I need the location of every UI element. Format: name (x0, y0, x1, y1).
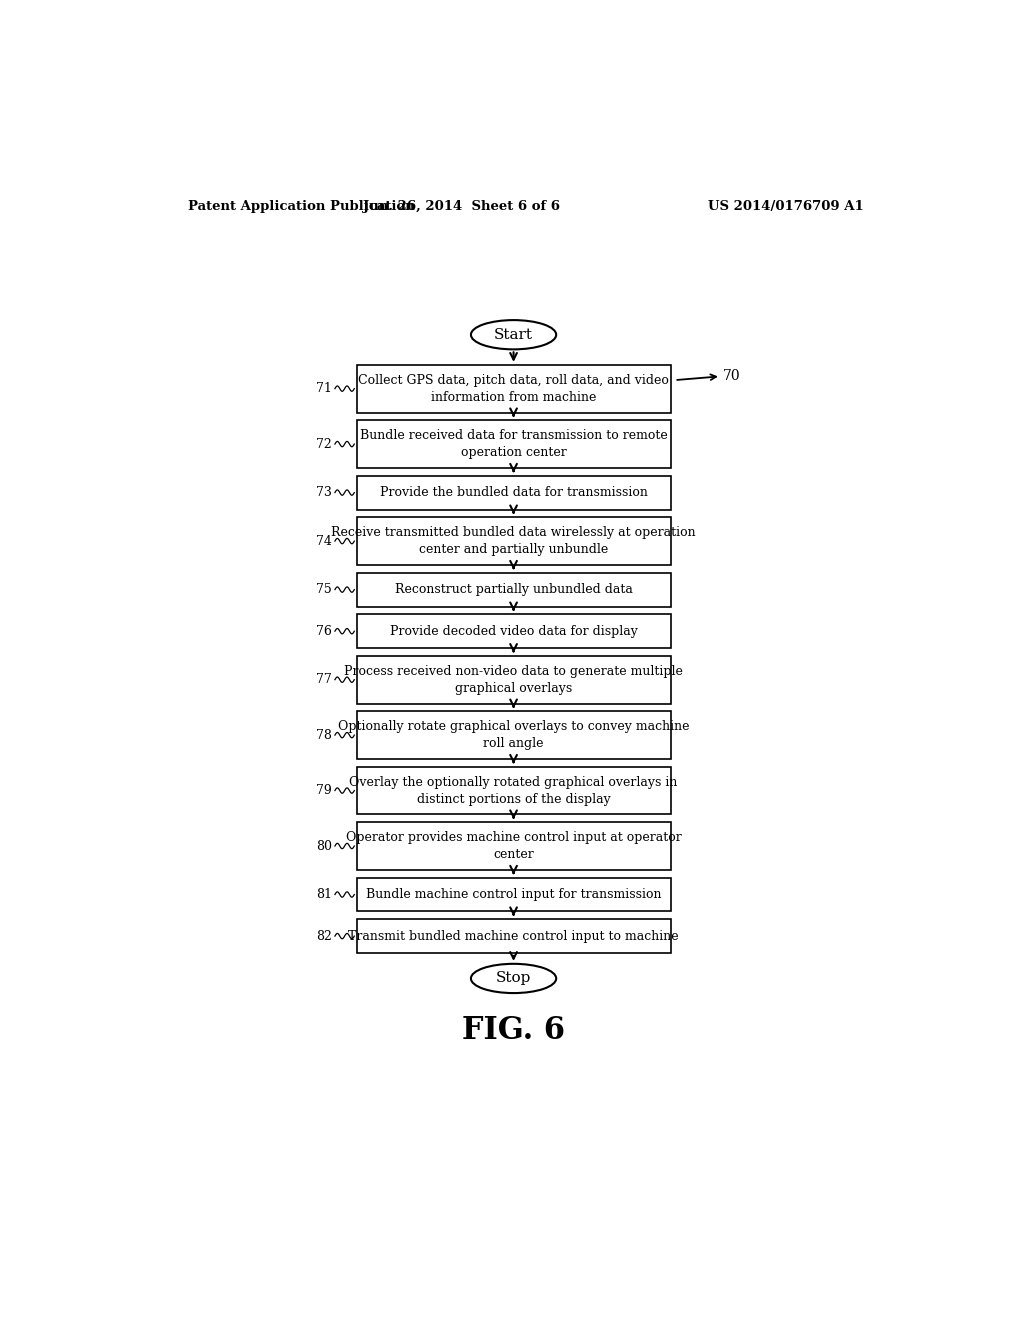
Text: Patent Application Publication: Patent Application Publication (188, 199, 415, 213)
Bar (356, 656, 671, 704)
Text: 73: 73 (316, 486, 332, 499)
Bar (356, 614, 671, 648)
Text: 79: 79 (316, 784, 332, 797)
Text: Overlay the optionally rotated graphical overlays in
distinct portions of the di: Overlay the optionally rotated graphical… (349, 776, 678, 805)
Text: Receive transmitted bundled data wirelessly at operation
center and partially un: Receive transmitted bundled data wireles… (331, 527, 696, 556)
Bar (356, 822, 671, 870)
Text: Collect GPS data, pitch data, roll data, and video
information from machine: Collect GPS data, pitch data, roll data,… (358, 374, 669, 404)
Text: Operator provides machine control input at operator
center: Operator provides machine control input … (346, 832, 681, 861)
Text: Bundle machine control input for transmission: Bundle machine control input for transmi… (366, 888, 662, 902)
Text: Process received non-video data to generate multiple
graphical overlays: Process received non-video data to gener… (344, 665, 683, 694)
Text: 78: 78 (316, 729, 332, 742)
Text: Start: Start (494, 327, 534, 342)
Text: 71: 71 (316, 381, 332, 395)
Text: Transmit bundled machine control input to machine: Transmit bundled machine control input t… (348, 929, 679, 942)
Bar (356, 878, 671, 911)
Text: 76: 76 (316, 624, 332, 638)
Text: 82: 82 (316, 929, 332, 942)
Text: Jun. 26, 2014  Sheet 6 of 6: Jun. 26, 2014 Sheet 6 of 6 (362, 199, 560, 213)
Bar (356, 364, 671, 412)
Text: 70: 70 (723, 370, 740, 383)
Text: Reconstruct partially unbundled data: Reconstruct partially unbundled data (394, 583, 633, 597)
Bar (356, 919, 671, 953)
Text: 74: 74 (316, 535, 332, 548)
Text: Optionally rotate graphical overlays to convey machine
roll angle: Optionally rotate graphical overlays to … (338, 721, 689, 750)
Text: 77: 77 (316, 673, 332, 686)
Text: 80: 80 (315, 840, 332, 853)
Text: Stop: Stop (496, 972, 531, 986)
Text: 81: 81 (315, 888, 332, 902)
Text: FIG. 6: FIG. 6 (462, 1015, 565, 1045)
Bar (356, 475, 671, 510)
Text: Bundle received data for transmission to remote
operation center: Bundle received data for transmission to… (359, 429, 668, 459)
Bar (356, 420, 671, 469)
Bar (356, 573, 671, 607)
Text: US 2014/0176709 A1: US 2014/0176709 A1 (709, 199, 864, 213)
Text: 72: 72 (316, 437, 332, 450)
Bar (356, 767, 671, 814)
Text: Provide decoded video data for display: Provide decoded video data for display (389, 624, 638, 638)
Bar (356, 517, 671, 565)
Text: 75: 75 (316, 583, 332, 597)
Text: Provide the bundled data for transmission: Provide the bundled data for transmissio… (380, 486, 647, 499)
Bar (356, 711, 671, 759)
